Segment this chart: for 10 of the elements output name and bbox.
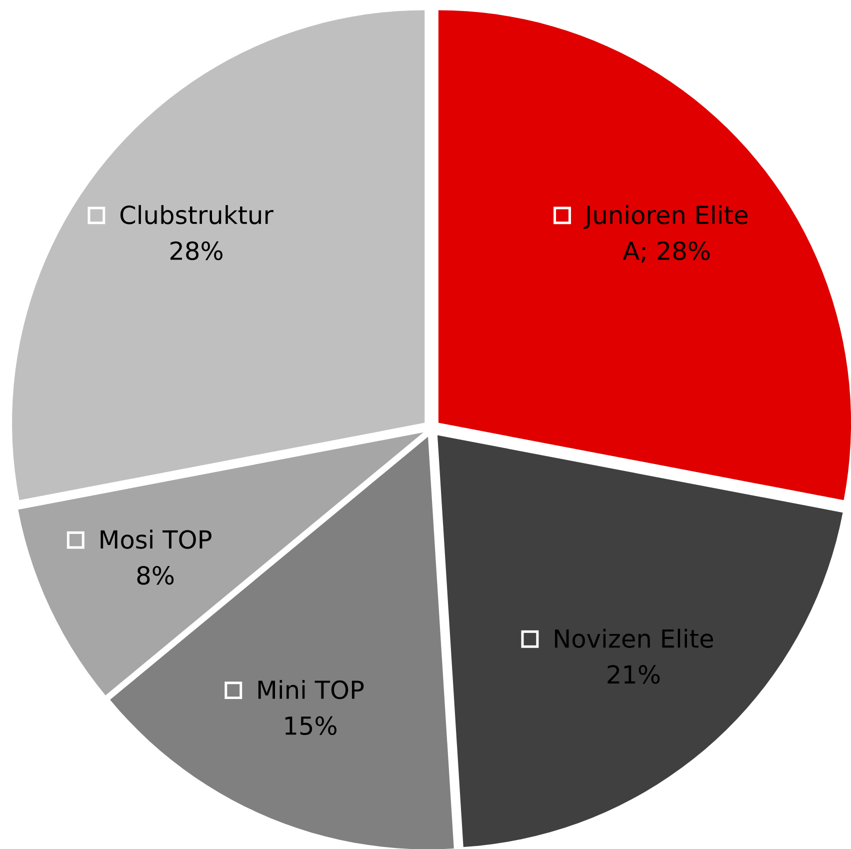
legend-label: Novizen Elite xyxy=(555,628,713,648)
data-label: 28% xyxy=(170,241,222,260)
legend-label: Mini TOP xyxy=(258,680,364,699)
legend-label: Mosi TOP xyxy=(100,529,212,549)
data-label: A; 28% xyxy=(622,241,710,263)
legend-label: Junioren Elite xyxy=(584,204,748,229)
data-label: 15% xyxy=(285,716,336,735)
data-label: 21% xyxy=(608,664,660,684)
data-label: 8% xyxy=(137,566,174,585)
legend-label: Clubstruktur xyxy=(120,204,274,224)
